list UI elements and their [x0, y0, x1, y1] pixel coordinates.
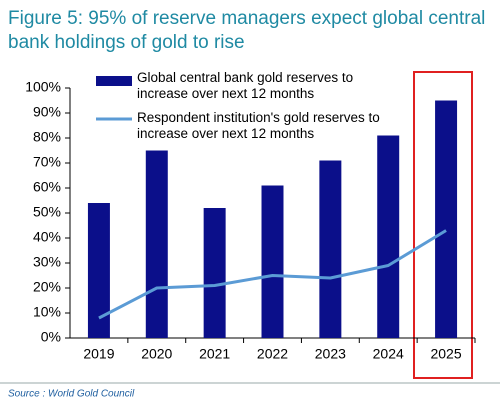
legend-item: Global central bank gold reserves to inc…: [137, 70, 354, 101]
legend-label: Global central bank gold reserves to inc…: [137, 70, 354, 101]
source: Source : World Gold Council: [8, 389, 135, 400]
y-tick-label: 0%: [41, 329, 61, 345]
bar: [87, 203, 110, 338]
line: [98, 229, 447, 320]
y-tick-label: 20%: [33, 279, 61, 295]
legend-label: Respondent institution's gold reserves t…: [137, 110, 380, 141]
bar: [261, 185, 284, 338]
y-tick-label: 100%: [25, 79, 61, 95]
bar: [145, 150, 168, 338]
y-tick-label: 90%: [33, 104, 61, 120]
bar: [319, 160, 342, 338]
x-tick-label: 2022: [257, 346, 288, 362]
legend-item: Respondent institution's gold reserves t…: [137, 110, 380, 141]
x-tick-label: 2021: [199, 346, 230, 362]
chart-title: Figure 5: 95% of reserve managers expect…: [8, 8, 485, 29]
y-tick-label: 50%: [33, 204, 61, 220]
y-tick-label: 80%: [33, 129, 61, 145]
highlight-box: [413, 71, 473, 379]
legend-swatch: [96, 76, 132, 86]
y-tick-label: 60%: [33, 179, 61, 195]
y-tick-label: 10%: [33, 304, 61, 320]
y-tick-label: 70%: [33, 154, 61, 170]
chart-title: bank holdings of gold to rise: [8, 32, 245, 53]
x-tick-label: 2019: [83, 346, 114, 362]
x-tick-label: 2023: [315, 346, 346, 362]
x-tick-label: 2025: [430, 346, 461, 362]
y-tick-label: 40%: [33, 229, 61, 245]
bar: [377, 135, 400, 338]
x-tick-label: 2020: [141, 346, 172, 362]
y-tick-label: 30%: [33, 254, 61, 270]
bar: [203, 208, 226, 338]
x-tick-label: 2024: [373, 346, 404, 362]
bar: [435, 100, 458, 338]
